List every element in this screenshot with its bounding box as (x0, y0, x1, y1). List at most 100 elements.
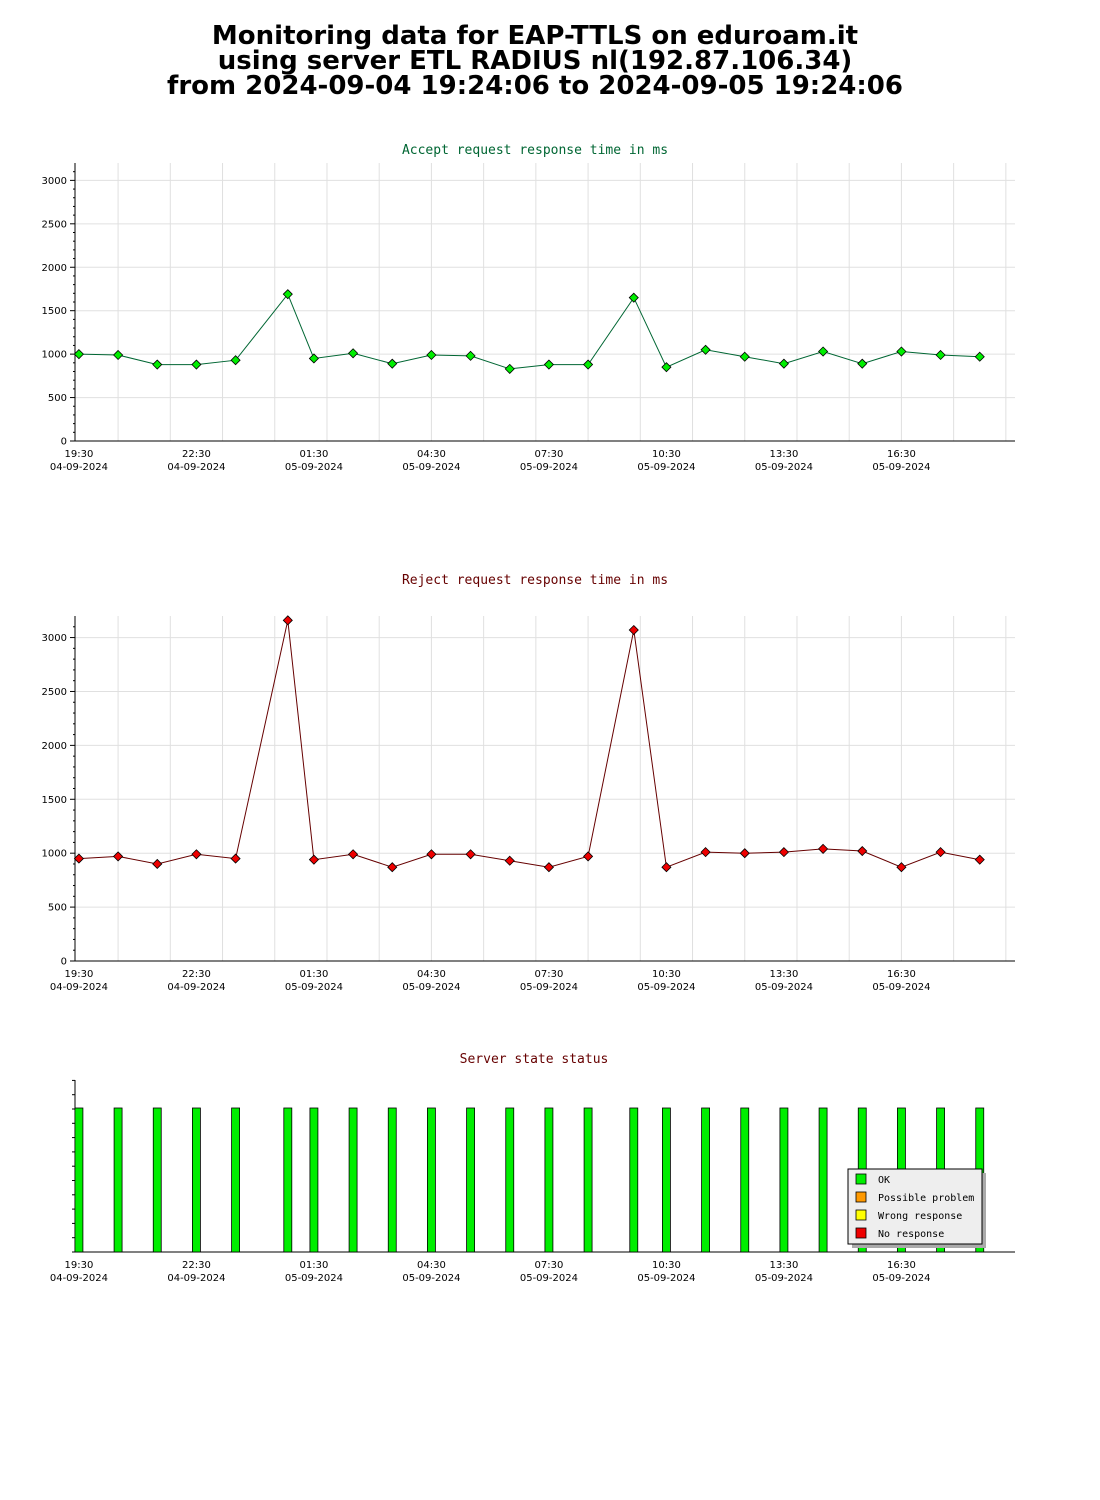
status-bar (387, 1107, 397, 1253)
x-tick-time-label: 04:30 (417, 969, 446, 980)
status-bar (231, 1107, 240, 1253)
x-tick-time-label: 10:30 (652, 1260, 681, 1271)
data-point (282, 615, 293, 626)
status-bar (505, 1107, 515, 1253)
status-bar (629, 1107, 639, 1253)
x-tick-date-label: 05-09-2024 (755, 462, 813, 473)
data-point (152, 858, 163, 870)
series-line (78, 620, 980, 868)
x-tick-time-label: 04:30 (417, 449, 446, 460)
status-bar (818, 1107, 828, 1253)
series-line (78, 293, 980, 370)
data-point (308, 854, 319, 865)
y-tick-label: 0 (61, 437, 67, 448)
status-bar (662, 1107, 671, 1253)
status-legend: OK Possible problem Wrong response No respo… (847, 1168, 986, 1248)
status-bar (152, 1107, 162, 1253)
x-tick-time-label: 19:30 (65, 969, 94, 980)
status-bar (348, 1107, 358, 1253)
status-chart-title: Server state status (460, 1052, 609, 1067)
data-point (778, 358, 789, 369)
x-tick-date-label: 05-09-2024 (402, 1273, 460, 1284)
page-title: Monitoring data for EAP-TTLS on eduroam.… (0, 23, 1070, 99)
server-status-chart: Server state status 19:30 04-09-2024 22:30… (50, 1052, 1015, 1284)
legend-entry-label: No response (878, 1229, 944, 1240)
reject-response-chart: Reject request response time in ms 0 500 1… (42, 573, 1015, 993)
x-tick-date-label: 05-09-2024 (637, 1273, 695, 1284)
x-tick-date-label: 04-09-2024 (50, 1273, 108, 1284)
status-bar (427, 1107, 436, 1253)
x-tick-time-label: 01:30 (300, 969, 329, 980)
data-point (700, 344, 711, 355)
x-tick-date-label: 04-09-2024 (167, 462, 225, 473)
x-tick-time-label: 16:30 (887, 1260, 916, 1271)
x-tick-time-label: 13:30 (770, 969, 799, 980)
reject-chart-title: Reject request response time in ms (402, 573, 668, 588)
x-tick-time-label: 01:30 (300, 1260, 329, 1271)
data-point (465, 849, 476, 860)
data-point (661, 362, 672, 373)
x-tick-date-label: 05-09-2024 (872, 462, 930, 473)
x-tick-time-label: 10:30 (652, 449, 681, 460)
x-tick-date-label: 05-09-2024 (520, 1273, 578, 1284)
y-tick-label: 2500 (42, 687, 67, 698)
data-point (465, 350, 476, 361)
accept-response-chart: Accept request response time in ms 0 500 1… (42, 143, 1015, 473)
data-point (504, 855, 515, 866)
data-point (661, 862, 672, 873)
data-point (152, 359, 163, 370)
status-bar (466, 1107, 475, 1253)
x-tick-date-label: 05-09-2024 (755, 1273, 813, 1284)
data-point (974, 854, 985, 865)
data-point (818, 346, 829, 357)
status-bar (74, 1107, 84, 1253)
x-tick-date-label: 04-09-2024 (167, 982, 225, 993)
data-point (543, 359, 554, 370)
x-tick-date-label: 05-09-2024 (285, 982, 343, 993)
x-tick-time-label: 01:30 (300, 449, 329, 460)
status-bar (113, 1107, 123, 1253)
data-point (191, 359, 202, 370)
x-tick-date-label: 05-09-2024 (872, 982, 930, 993)
legend-entry-label: OK (878, 1175, 890, 1186)
legend-swatch (855, 1227, 867, 1239)
y-tick-label: 1500 (42, 795, 67, 806)
accept-plot-area: 0 500 1000 1500 2000 2500 3000 19:30 04-09-2024 2… (42, 163, 1015, 473)
x-tick-time-label: 22:30 (182, 969, 211, 980)
data-point (230, 355, 241, 366)
x-tick-date-label: 05-09-2024 (872, 1273, 930, 1284)
data-point (583, 851, 594, 862)
data-point (191, 849, 202, 860)
y-tick-label: 500 (48, 903, 67, 914)
data-point (935, 847, 946, 858)
data-point (113, 349, 124, 361)
x-tick-date-label: 04-09-2024 (50, 982, 108, 993)
x-tick-time-label: 22:30 (182, 1260, 211, 1271)
legend-swatch (855, 1191, 867, 1203)
data-point (974, 351, 985, 362)
status-bar (779, 1107, 789, 1253)
data-point (73, 853, 84, 864)
status-bar (283, 1107, 293, 1253)
y-tick-label: 500 (48, 393, 67, 404)
x-tick-date-label: 05-09-2024 (402, 462, 460, 473)
x-tick-date-label: 05-09-2024 (285, 462, 343, 473)
legend-entry-label: Possible problem (878, 1193, 974, 1204)
status-bar (740, 1107, 750, 1253)
x-tick-time-label: 22:30 (182, 449, 211, 460)
y-tick-label: 1500 (42, 306, 67, 317)
data-point (628, 292, 639, 303)
x-tick-time-label: 16:30 (887, 449, 916, 460)
data-point (857, 358, 868, 369)
y-tick-label: 3000 (42, 633, 67, 644)
data-point (818, 843, 829, 854)
x-tick-date-label: 04-09-2024 (50, 462, 108, 473)
x-tick-date-label: 05-09-2024 (637, 462, 695, 473)
x-tick-date-label: 05-09-2024 (285, 1273, 343, 1284)
x-tick-time-label: 19:30 (65, 449, 94, 460)
data-point (387, 862, 398, 873)
legend-swatch (855, 1173, 867, 1185)
status-bar (309, 1107, 319, 1253)
x-tick-time-label: 13:30 (770, 449, 799, 460)
data-point (73, 349, 84, 360)
